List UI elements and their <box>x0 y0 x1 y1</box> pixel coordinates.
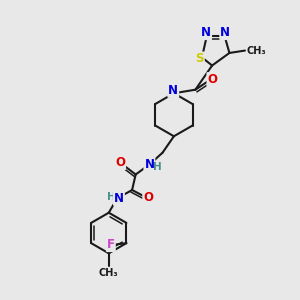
Text: N: N <box>114 192 124 205</box>
Text: O: O <box>115 156 125 169</box>
Text: N: N <box>144 158 154 170</box>
Text: CH₃: CH₃ <box>99 268 118 278</box>
Text: O: O <box>143 191 153 204</box>
Text: F: F <box>107 238 115 251</box>
Text: O: O <box>207 73 218 86</box>
Text: N: N <box>220 26 230 39</box>
Text: N: N <box>201 26 211 39</box>
Text: CH₃: CH₃ <box>247 46 266 56</box>
Text: H: H <box>107 192 116 202</box>
Text: N: N <box>168 84 178 97</box>
Text: S: S <box>195 52 204 65</box>
Text: H: H <box>153 162 161 172</box>
